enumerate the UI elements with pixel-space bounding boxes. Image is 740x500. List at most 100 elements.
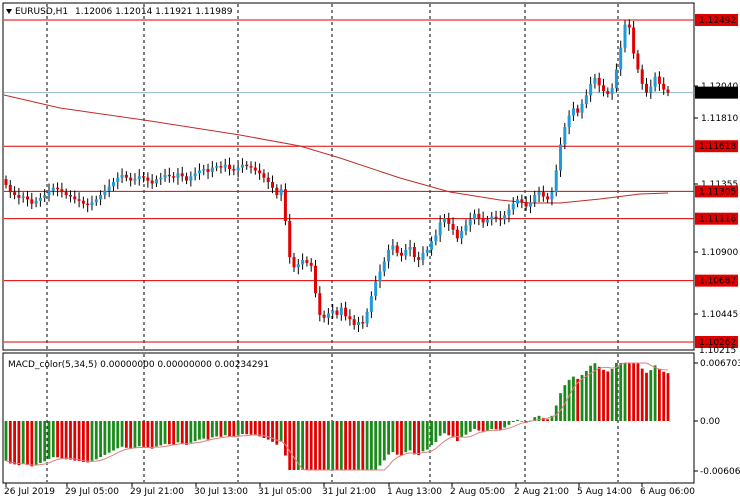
bull-candle <box>614 69 618 89</box>
macd-bar-down <box>172 421 176 445</box>
macd-bar-down <box>352 421 356 470</box>
macd-bar-down <box>541 417 545 421</box>
macd-bar-down <box>292 421 296 470</box>
macd-bar-down <box>632 363 636 421</box>
bear-candle <box>640 69 644 84</box>
bull-candle <box>374 281 378 297</box>
macd-bar-up <box>369 421 373 470</box>
bear-candle <box>361 322 365 324</box>
macd-bar-down <box>253 421 257 436</box>
macd-bar-up <box>107 421 111 453</box>
price-tick-label: 1.10445 <box>701 310 738 320</box>
macd-bar-up <box>116 421 120 449</box>
macd-bar-up <box>378 421 382 466</box>
bull-candle <box>490 216 494 220</box>
macd-bar-down <box>30 421 34 467</box>
macd-bar-down <box>344 421 347 470</box>
bull-candle <box>193 173 197 177</box>
macd-bar-up <box>425 421 429 450</box>
bear-candle <box>17 195 21 198</box>
bear-candle <box>636 53 640 70</box>
bear-candle <box>546 196 550 200</box>
macd-bar-down <box>481 421 485 433</box>
bull-candle <box>21 196 25 198</box>
macd-bar-down <box>645 372 648 421</box>
bear-candle <box>283 189 287 221</box>
macd-bar-up <box>155 421 158 447</box>
level-label-box <box>695 14 738 26</box>
bull-candle <box>404 249 408 256</box>
bull-candle <box>619 47 623 70</box>
macd-bar-up <box>619 363 623 421</box>
bear-candle <box>25 196 29 200</box>
macd-bar-down <box>266 421 270 440</box>
level-label-box <box>695 140 738 153</box>
bear-candle <box>645 83 649 93</box>
bear-candle <box>632 27 636 54</box>
macd-bar-up <box>421 421 425 452</box>
bull-candle <box>47 190 51 196</box>
macd-bar-down <box>627 363 631 421</box>
macd-axis: 0.0067034 0.00 -0.0060645 <box>694 359 740 477</box>
bull-candle <box>563 127 567 145</box>
macd-bar-up <box>202 421 206 439</box>
bull-candle <box>653 76 657 87</box>
macd-panel-frame <box>2 352 695 484</box>
macd-bar-up <box>408 421 412 451</box>
bear-candle <box>77 199 81 201</box>
macd-bar-up <box>189 421 193 443</box>
bull-candle <box>240 164 244 168</box>
macd-bar-up <box>94 421 98 460</box>
macd-bar-down <box>271 421 274 442</box>
macd-bar-down <box>477 421 481 431</box>
moving-average <box>3 94 669 204</box>
macd-bar-down <box>60 421 64 459</box>
macd-bar-down <box>662 371 666 421</box>
bull-candle <box>442 218 446 223</box>
macd-bar-down <box>602 369 605 421</box>
bull-candle <box>356 322 360 325</box>
bear-candle <box>30 199 34 204</box>
macd-bar-down <box>455 421 459 442</box>
macd-bar-up <box>374 421 378 470</box>
bear-candle <box>314 265 318 294</box>
macd-bar-up <box>198 421 201 440</box>
price-axis: 1.120401.118101.113551.109001.104451.124… <box>694 14 738 356</box>
macd-bar-down <box>8 421 12 464</box>
triangle-down-icon[interactable] <box>6 9 12 14</box>
bull-candle <box>116 177 120 183</box>
macd-bar-up <box>331 421 335 470</box>
macd-bar-up <box>610 368 614 421</box>
bear-candle <box>185 176 189 181</box>
macd-bar-down <box>232 421 236 438</box>
bear-candle <box>455 229 459 239</box>
macd-tick-label: -0.0060645 <box>700 467 740 477</box>
macd-bar-down <box>498 421 502 430</box>
macd-histogram <box>4 362 670 471</box>
bear-candle <box>305 259 309 263</box>
macd-bar-down <box>262 421 266 439</box>
macd-bar-down <box>56 421 59 458</box>
macd-bar-down <box>305 421 309 470</box>
bear-candle <box>477 213 481 219</box>
macd-bar-up <box>301 421 305 470</box>
macd-bar-up <box>241 421 244 434</box>
bear-candle <box>447 218 451 224</box>
macd-bar-down <box>26 421 29 465</box>
bear-candle <box>481 218 485 223</box>
bull-candle <box>408 246 412 250</box>
macd-bar-down <box>494 421 498 430</box>
support-resistance-lines[interactable] <box>4 19 694 343</box>
macd-bar-up <box>47 421 51 459</box>
bull-candle <box>533 195 537 203</box>
bear-candle <box>344 307 348 317</box>
bear-candle <box>258 170 262 174</box>
bear-candle <box>253 167 257 171</box>
bull-candle <box>464 225 468 232</box>
macd-bar-up <box>387 421 390 455</box>
bear-candle <box>335 310 339 315</box>
bull-candle <box>516 199 520 204</box>
macd-bar-up <box>4 421 8 461</box>
